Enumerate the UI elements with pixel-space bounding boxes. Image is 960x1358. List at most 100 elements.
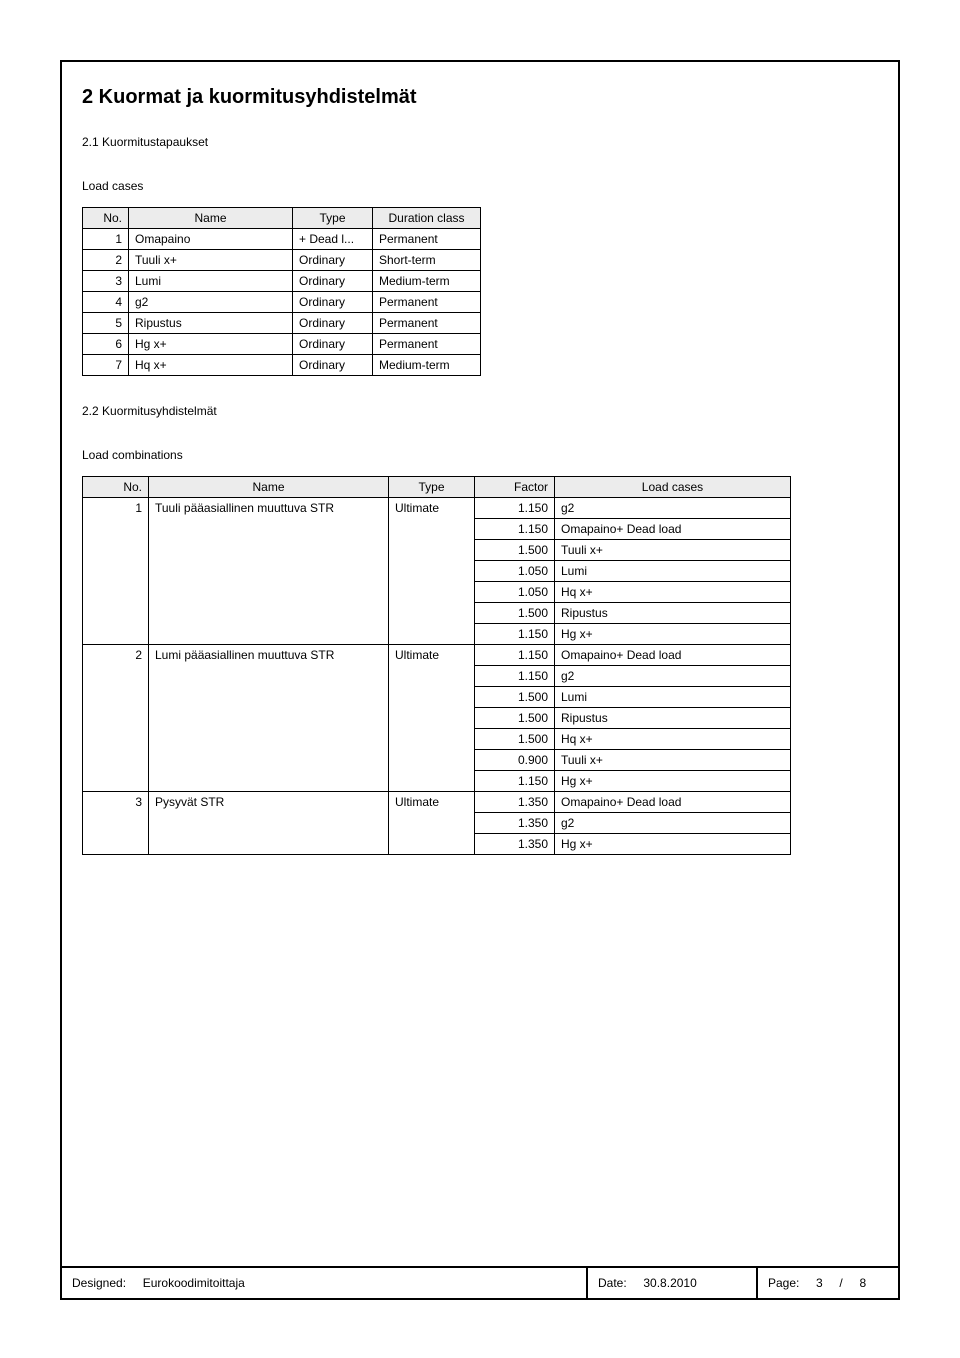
cell-loadcase: Ripustus: [555, 708, 791, 729]
cell-loadcase: Hq x+: [555, 582, 791, 603]
cell-no: 3: [83, 271, 129, 292]
cell-no: [83, 624, 149, 645]
cell-factor: 1.500: [475, 603, 555, 624]
col-header-factor: Factor: [475, 477, 555, 498]
cell-type: [389, 813, 475, 834]
load-cases-table: No. Name Type Duration class 1Omapaino+ …: [82, 207, 481, 376]
footer-page-label: Page:: [768, 1276, 799, 1290]
col-header-type: Type: [389, 477, 475, 498]
cell-name: Tuuli x+: [129, 250, 293, 271]
table-row: 1.500Ripustus: [83, 603, 791, 624]
cell-loadcase: Hq x+: [555, 729, 791, 750]
cell-type: Ultimate: [389, 645, 475, 666]
col-header-no: No.: [83, 208, 129, 229]
cell-name: [149, 813, 389, 834]
cell-name: g2: [129, 292, 293, 313]
col-header-name: Name: [129, 208, 293, 229]
cell-name: Tuuli pääasiallinen muuttuva STR: [149, 498, 389, 519]
cell-factor: 1.050: [475, 582, 555, 603]
cell-name: [149, 603, 389, 624]
cell-name: Lumi: [129, 271, 293, 292]
cell-loadcase: Hg x+: [555, 624, 791, 645]
cell-factor: 1.350: [475, 792, 555, 813]
cell-name: [149, 708, 389, 729]
table-row: 2Lumi pääasiallinen muuttuva STRUltimate…: [83, 645, 791, 666]
table-row: 1.500Lumi: [83, 687, 791, 708]
footer-designed-value: Eurokoodimitoittaja: [143, 1276, 245, 1290]
cell-no: [83, 771, 149, 792]
cell-name: Lumi pääasiallinen muuttuva STR: [149, 645, 389, 666]
cell-no: [83, 519, 149, 540]
cell-name: Ripustus: [129, 313, 293, 334]
cell-factor: 1.150: [475, 519, 555, 540]
cell-factor: 1.500: [475, 687, 555, 708]
table-row: 4g2OrdinaryPermanent: [83, 292, 481, 313]
cell-type: Ordinary: [293, 355, 373, 376]
cell-factor: 1.150: [475, 645, 555, 666]
cell-factor: 1.150: [475, 624, 555, 645]
cell-name: [149, 519, 389, 540]
footer-designed: Designed: Eurokoodimitoittaja: [62, 1268, 588, 1298]
col-header-loadcases: Load cases: [555, 477, 791, 498]
cell-name: [149, 834, 389, 855]
cell-name: [149, 666, 389, 687]
table-row: 1.050Hq x+: [83, 582, 791, 603]
cell-no: 1: [83, 229, 129, 250]
cell-no: [83, 813, 149, 834]
subsection-2-2-title: 2.2 Kuormitusyhdistelmät: [82, 404, 878, 418]
table-row: 6Hg x+OrdinaryPermanent: [83, 334, 481, 355]
table-row: 0.900Tuuli x+: [83, 750, 791, 771]
footer-page-total: 8: [859, 1276, 866, 1290]
cell-name: [149, 729, 389, 750]
col-header-name: Name: [149, 477, 389, 498]
cell-name: [149, 771, 389, 792]
table-header-row: No. Name Type Duration class: [83, 208, 481, 229]
cell-type: [389, 729, 475, 750]
load-combinations-table: No. Name Type Factor Load cases 1Tuuli p…: [82, 476, 791, 855]
cell-duration: Medium-term: [373, 271, 481, 292]
cell-no: 5: [83, 313, 129, 334]
table-row: 1.350Hg x+: [83, 834, 791, 855]
cell-name: Pysyvät STR: [149, 792, 389, 813]
cell-no: 2: [83, 250, 129, 271]
cell-name: [149, 582, 389, 603]
cell-type: + Dead l...: [293, 229, 373, 250]
col-header-duration: Duration class: [373, 208, 481, 229]
cell-name: [149, 624, 389, 645]
cell-type: [389, 540, 475, 561]
table-row: 1.150Hg x+: [83, 624, 791, 645]
table-row: 3Pysyvät STRUltimate1.350Omapaino+ Dead …: [83, 792, 791, 813]
table-row: 5RipustusOrdinaryPermanent: [83, 313, 481, 334]
cell-type: Ordinary: [293, 271, 373, 292]
cell-loadcase: Tuuli x+: [555, 540, 791, 561]
cell-factor: 1.500: [475, 708, 555, 729]
cell-no: 3: [83, 792, 149, 813]
footer-date-label: Date:: [598, 1276, 627, 1290]
cell-type: Ordinary: [293, 292, 373, 313]
table-header-row: No. Name Type Factor Load cases: [83, 477, 791, 498]
cell-loadcase: Tuuli x+: [555, 750, 791, 771]
cell-no: [83, 729, 149, 750]
cell-factor: 1.050: [475, 561, 555, 582]
table-row: 1.500Hq x+: [83, 729, 791, 750]
cell-type: [389, 561, 475, 582]
table-row: 1.150Hg x+: [83, 771, 791, 792]
cell-loadcase: Omapaino+ Dead load: [555, 519, 791, 540]
cell-no: 6: [83, 334, 129, 355]
cell-no: [83, 603, 149, 624]
cell-type: Ordinary: [293, 313, 373, 334]
table-row: 1.050Lumi: [83, 561, 791, 582]
table-row: 1.150Omapaino+ Dead load: [83, 519, 791, 540]
cell-type: [389, 771, 475, 792]
cell-duration: Medium-term: [373, 355, 481, 376]
cell-no: [83, 708, 149, 729]
table-row: 1.150g2: [83, 666, 791, 687]
cell-loadcase: Lumi: [555, 561, 791, 582]
footer-page-current: 3: [816, 1276, 823, 1290]
cell-type: [389, 750, 475, 771]
subsection-2-1-title: 2.1 Kuormitustapaukset: [82, 135, 878, 149]
cell-loadcase: g2: [555, 813, 791, 834]
cell-loadcase: Omapaino+ Dead load: [555, 645, 791, 666]
cell-no: [83, 582, 149, 603]
cell-factor: 1.150: [475, 666, 555, 687]
